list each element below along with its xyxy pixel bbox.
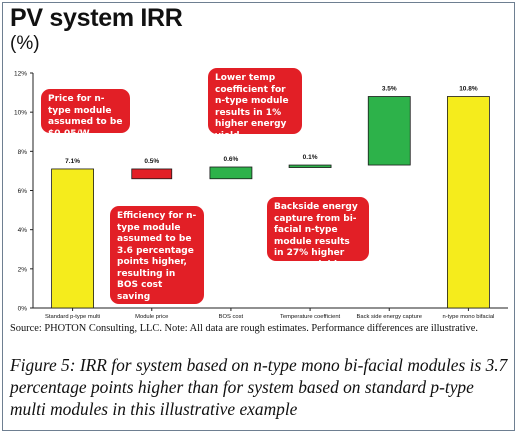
y-tick-label: 4% bbox=[18, 227, 28, 234]
callout-price: Price for n-type module assumed to be $0… bbox=[41, 89, 130, 150]
chart-unit: (%) bbox=[10, 33, 40, 54]
x-category-label: Back side energy capture bbox=[357, 314, 422, 320]
figure-caption: Figure 5: IRR for system based on n-type… bbox=[10, 355, 508, 419]
source-note: Source: PHOTON Consulting, LLC. Note: Al… bbox=[10, 323, 478, 334]
y-tick-label: 8% bbox=[18, 149, 28, 156]
callout-efficiency: Efficiency for n-type module assumed to … bbox=[110, 206, 204, 304]
y-tick-label: 2% bbox=[18, 266, 28, 273]
bar-value-label: 10.8% bbox=[459, 86, 478, 93]
x-category-label: Standard p-type multi bbox=[45, 314, 100, 320]
x-category-label: Temperature coefficient bbox=[280, 314, 341, 320]
bar bbox=[131, 168, 173, 180]
bar-value-label: 0.5% bbox=[144, 158, 159, 165]
callout-temp: Lower temp coefficient for n-type module… bbox=[208, 68, 302, 141]
bar bbox=[209, 166, 253, 180]
y-tick-label: 0% bbox=[18, 306, 28, 313]
x-category-label: Module price bbox=[135, 314, 168, 320]
bar-value-label: 0.6% bbox=[224, 156, 239, 163]
x-category-label: n-type mono bifacial bbox=[442, 314, 494, 320]
y-tick-label: 10% bbox=[14, 110, 27, 117]
chart-title: PV system IRR bbox=[10, 4, 183, 32]
bar bbox=[51, 168, 94, 309]
y-tick-label: 12% bbox=[14, 71, 27, 78]
bar bbox=[288, 164, 332, 168]
waterfall-chart: 0% 2% 4% 6% 8% 10% 12% 7.1% Standard p-type mult… bbox=[14, 71, 508, 320]
callout-backside: Backside energy capture from bi-facial n… bbox=[267, 197, 369, 270]
bar-value-label: 0.1% bbox=[303, 154, 318, 161]
bar bbox=[367, 96, 411, 166]
bar bbox=[447, 96, 490, 309]
bar-value-label: 3.5% bbox=[382, 86, 397, 93]
x-category-label: BOS cost bbox=[219, 314, 244, 320]
bar-value-label: 7.1% bbox=[65, 158, 80, 165]
y-tick-label: 6% bbox=[18, 188, 28, 195]
